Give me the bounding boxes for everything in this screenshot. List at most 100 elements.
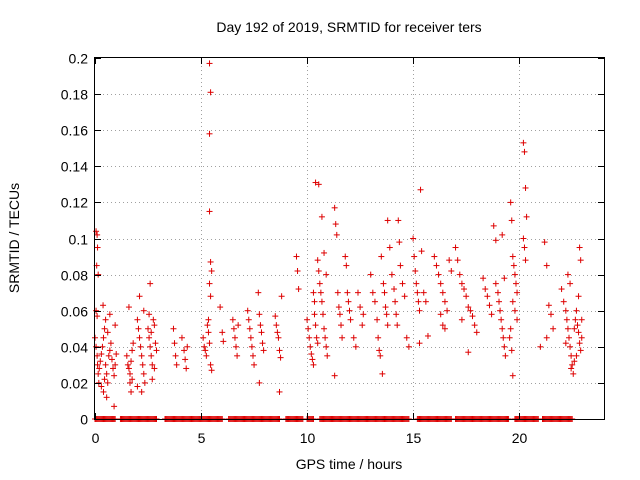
data-point bbox=[247, 334, 254, 341]
data-point bbox=[336, 311, 343, 318]
data-point bbox=[497, 307, 504, 314]
data-point bbox=[500, 334, 507, 341]
data-point bbox=[137, 343, 144, 350]
data-point bbox=[323, 271, 330, 278]
data-point bbox=[100, 302, 107, 309]
data-point bbox=[574, 322, 581, 329]
data-point bbox=[135, 325, 142, 332]
data-point bbox=[231, 334, 238, 341]
data-point bbox=[394, 322, 401, 329]
data-point bbox=[523, 213, 530, 220]
data-point bbox=[437, 311, 444, 318]
data-point bbox=[112, 322, 119, 329]
x-axis-label: GPS time / hours bbox=[296, 456, 403, 472]
data-point bbox=[346, 307, 353, 314]
data-point bbox=[572, 316, 579, 323]
data-point bbox=[414, 289, 421, 296]
data-point bbox=[100, 334, 107, 341]
data-point bbox=[126, 379, 133, 386]
data-point bbox=[258, 329, 265, 336]
y-tick-label: 0.16 bbox=[61, 123, 88, 139]
data-point bbox=[392, 298, 399, 305]
data-point bbox=[148, 329, 155, 336]
data-point bbox=[403, 334, 410, 341]
data-point bbox=[124, 361, 131, 368]
plot-frame bbox=[94, 57, 605, 420]
data-point bbox=[128, 388, 135, 395]
data-point bbox=[458, 280, 465, 287]
data-point bbox=[147, 343, 154, 350]
grid-layer bbox=[95, 58, 604, 419]
data-point bbox=[566, 334, 573, 341]
data-point bbox=[172, 352, 179, 359]
data-point bbox=[357, 304, 364, 311]
data-point bbox=[315, 267, 322, 274]
data-point bbox=[338, 322, 345, 329]
data-point bbox=[311, 311, 318, 318]
data-point bbox=[220, 338, 227, 345]
data-point bbox=[312, 179, 319, 186]
data-point bbox=[568, 365, 575, 372]
data-point bbox=[312, 322, 319, 329]
data-point bbox=[200, 334, 207, 341]
data-point bbox=[94, 313, 101, 320]
data-point bbox=[101, 376, 108, 383]
data-point bbox=[439, 322, 446, 329]
data-point bbox=[511, 271, 518, 278]
data-point bbox=[181, 347, 188, 354]
data-point bbox=[123, 352, 130, 359]
data-point bbox=[577, 257, 584, 264]
data-point bbox=[560, 298, 567, 305]
data-point bbox=[331, 204, 338, 211]
data-point bbox=[347, 316, 354, 323]
data-point bbox=[106, 311, 113, 318]
data-point bbox=[441, 325, 448, 332]
data-point bbox=[260, 347, 267, 354]
data-point bbox=[382, 304, 389, 311]
data-point bbox=[304, 316, 311, 323]
data-point bbox=[153, 347, 160, 354]
data-point bbox=[415, 298, 422, 305]
data-point bbox=[416, 307, 423, 314]
data-point bbox=[276, 347, 283, 354]
data-point bbox=[467, 307, 474, 314]
data-point bbox=[94, 244, 101, 251]
data-point bbox=[578, 316, 585, 323]
data-point bbox=[469, 313, 476, 320]
data-point bbox=[575, 293, 582, 300]
data-point bbox=[234, 352, 241, 359]
data-point bbox=[139, 361, 146, 368]
data-point bbox=[506, 334, 513, 341]
data-point bbox=[465, 349, 472, 356]
data-point bbox=[321, 325, 328, 332]
data-point bbox=[273, 322, 280, 329]
data-point bbox=[563, 316, 570, 323]
data-point bbox=[433, 262, 440, 269]
data-point bbox=[207, 258, 214, 265]
data-point bbox=[246, 325, 253, 332]
data-point bbox=[102, 316, 109, 323]
data-point bbox=[315, 181, 322, 188]
data-point bbox=[564, 325, 571, 332]
data-point bbox=[396, 239, 403, 246]
y-tick-label: 0.2 bbox=[69, 51, 89, 67]
data-point bbox=[276, 388, 283, 395]
data-point bbox=[502, 352, 509, 359]
data-point bbox=[492, 280, 499, 287]
data-point bbox=[108, 356, 115, 363]
data-point bbox=[488, 311, 495, 318]
data-point bbox=[397, 262, 404, 269]
data-point bbox=[208, 267, 215, 274]
data-point bbox=[183, 365, 190, 372]
data-point bbox=[314, 340, 321, 347]
data-point bbox=[306, 334, 313, 341]
data-point bbox=[229, 316, 236, 323]
data-point bbox=[359, 322, 366, 329]
data-point bbox=[128, 358, 135, 365]
data-point bbox=[395, 217, 402, 224]
data-point bbox=[173, 361, 180, 368]
data-point bbox=[321, 249, 328, 256]
data-point bbox=[125, 365, 132, 372]
data-point bbox=[217, 304, 224, 311]
data-point bbox=[522, 184, 529, 191]
